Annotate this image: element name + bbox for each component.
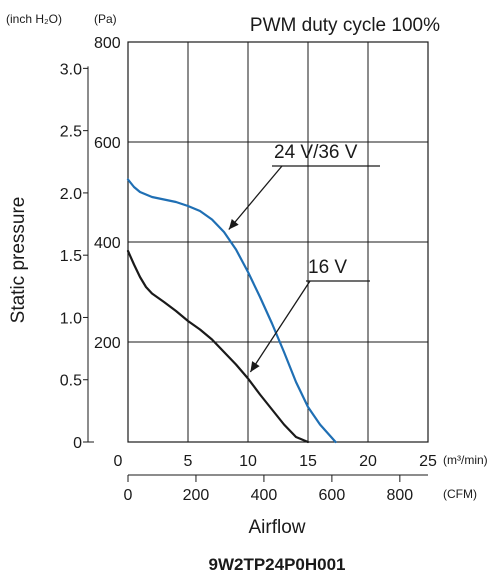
cfm-tick-label: 0	[124, 487, 133, 504]
series-label-0: 24 V/36 V	[274, 142, 358, 163]
inh2o-tick-label: 1.0	[60, 310, 82, 327]
inh2o-tick-label: 2.0	[60, 186, 82, 203]
y-tick-label: 200	[94, 335, 121, 352]
series-line-0	[126, 178, 337, 444]
x-tick-label: 0	[114, 453, 123, 470]
series-label-leader	[228, 165, 283, 230]
plot-frame	[127, 41, 429, 443]
y-unit-secondary: (inch H₂O)	[6, 12, 62, 26]
series-lines	[126, 178, 337, 444]
x-axis-label: Airflow	[248, 517, 305, 538]
series-label-arrowhead	[228, 218, 239, 230]
inh2o-tick-label: 0	[73, 435, 82, 452]
x-unit-primary: (m³/min)	[443, 453, 488, 467]
x-unit-secondary: (CFM)	[443, 487, 477, 501]
inh2o-tick-label: 0.5	[60, 373, 82, 390]
y-tick-label: 400	[94, 235, 121, 252]
inh2o-tick-label: 1.5	[60, 248, 82, 265]
series-label-arrowhead	[250, 361, 260, 372]
annotations: 24 V/36 V 16 V	[228, 142, 380, 373]
inh2o-tick-label: 2.5	[60, 124, 82, 141]
axes: 0 5 10 15 20 25 0 200 400 600 800 200 400 600 800 0 0.5 1…	[60, 35, 437, 504]
inh2o-tick-label: 3.0	[60, 61, 82, 78]
chart-title: PWM duty cycle 100%	[250, 15, 440, 36]
x-tick-label: 15	[299, 453, 317, 470]
chart-text: PWM duty cycle 100% (inch H₂O) (Pa) (m³/…	[6, 12, 488, 574]
grid	[128, 42, 428, 442]
cfm-tick-label: 400	[251, 487, 278, 504]
series-label-1: 16 V	[308, 257, 347, 278]
x-tick-label: 20	[359, 453, 377, 470]
y-tick-label: 600	[94, 135, 121, 152]
y-axis-label: Static pressure	[8, 197, 29, 324]
cfm-tick-label: 600	[319, 487, 346, 504]
y-unit-primary: (Pa)	[94, 12, 117, 26]
x-tick-label: 5	[184, 453, 193, 470]
cfm-tick-label: 200	[183, 487, 210, 504]
x-tick-label: 25	[419, 453, 437, 470]
series-label-leader	[249, 280, 311, 373]
model-number: 9W2TP24P0H001	[208, 555, 345, 574]
series-line-1	[126, 249, 310, 444]
y-tick-label: 800	[94, 35, 121, 52]
x-tick-label: 10	[239, 453, 257, 470]
cfm-tick-label: 800	[386, 487, 413, 504]
